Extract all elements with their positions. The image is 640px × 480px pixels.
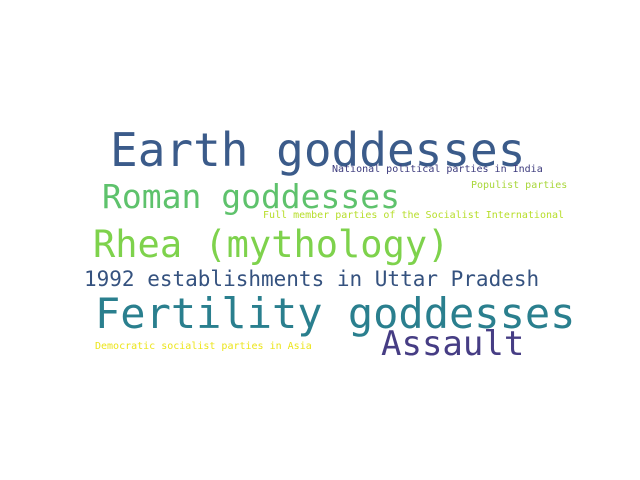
word-assault: Assault <box>381 324 525 364</box>
word-roman-goddesses: Roman goddesses <box>102 177 401 216</box>
word-national-political-parties: National political parties in India <box>332 164 543 175</box>
word-democratic-socialist-parties: Democratic socialist parties in Asia <box>95 341 312 352</box>
word-1992-establishments: 1992 establishments in Uttar Pradesh <box>84 267 540 291</box>
word-full-member-parties: Full member parties of the Socialist Int… <box>263 210 565 221</box>
word-fertility-goddesses: Fertility goddesses <box>95 289 576 338</box>
word-populist-parties: Populist parties <box>471 180 568 191</box>
word-rhea-mythology: Rhea (mythology) <box>93 223 450 266</box>
word-earth-goddesses: Earth goddesses <box>110 123 526 177</box>
